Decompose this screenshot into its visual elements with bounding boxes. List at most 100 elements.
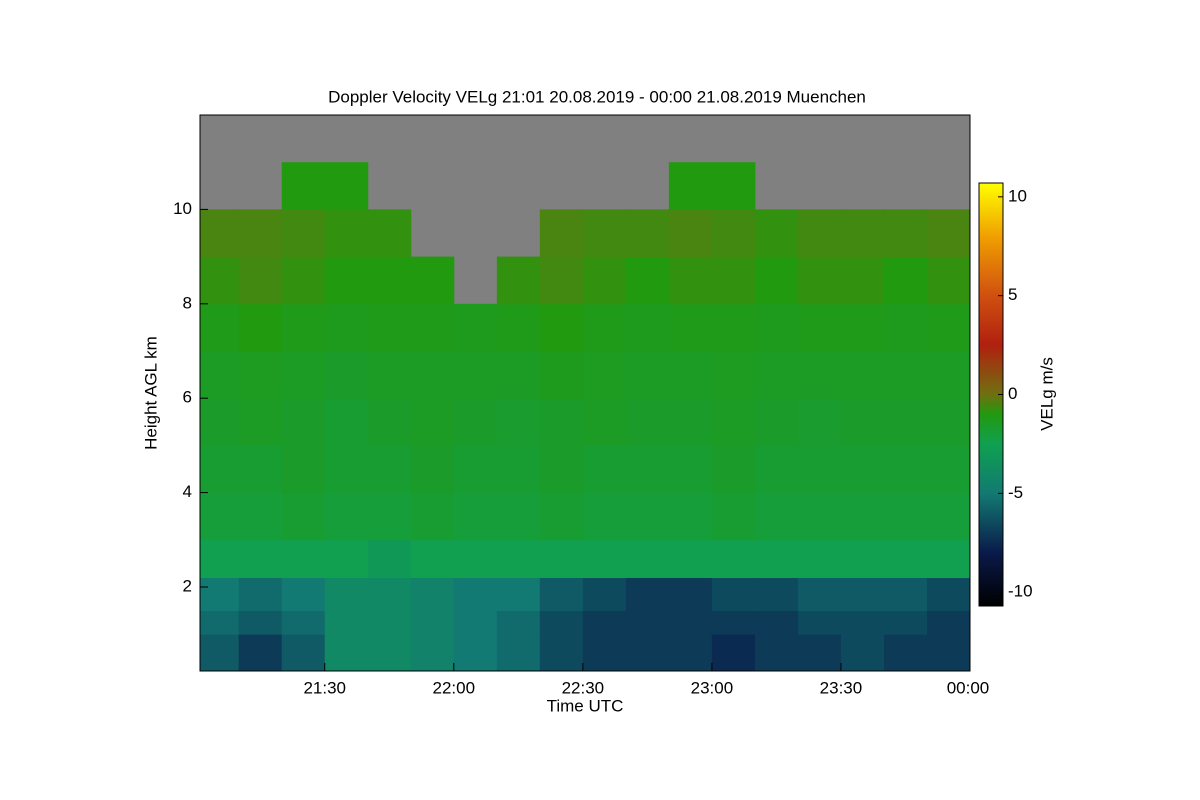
heatmap-cell bbox=[754, 539, 799, 579]
heatmap-cell bbox=[668, 256, 713, 305]
heatmap-cell bbox=[668, 610, 713, 635]
heatmap-cell bbox=[539, 209, 584, 258]
colorbar-tick-label: -10 bbox=[1008, 582, 1033, 601]
heatmap-cell bbox=[200, 350, 240, 399]
heatmap-cell bbox=[496, 634, 541, 672]
heatmap-cell bbox=[238, 445, 283, 494]
heatmap-cell bbox=[840, 539, 885, 579]
heatmap-cell bbox=[453, 634, 498, 672]
chart-title: Doppler Velocity VELg 21:01 20.08.2019 -… bbox=[328, 87, 866, 106]
heatmap-cell bbox=[926, 492, 971, 541]
heatmap-cell bbox=[453, 303, 498, 352]
heatmap-cell bbox=[496, 256, 541, 305]
heatmap-cell bbox=[625, 350, 670, 399]
colorbar-tick-label: -5 bbox=[1008, 483, 1023, 502]
heatmap-cell bbox=[367, 539, 412, 579]
heatmap-cell bbox=[711, 350, 756, 399]
heatmap-cell bbox=[367, 398, 412, 446]
heatmap-cell bbox=[367, 610, 412, 635]
heatmap-cell bbox=[797, 445, 842, 494]
heatmap-cell bbox=[200, 539, 240, 579]
heatmap-cell bbox=[367, 492, 412, 541]
heatmap-cell bbox=[410, 492, 455, 541]
heatmap-cell bbox=[797, 303, 842, 352]
heatmap-cell bbox=[883, 634, 928, 672]
heatmap-cell bbox=[238, 577, 283, 612]
heatmap-cell bbox=[410, 610, 455, 635]
heatmap-cell bbox=[711, 492, 756, 541]
heatmap-cell bbox=[711, 303, 756, 352]
heatmap-cell bbox=[367, 256, 412, 305]
colorbar-tick-label: 5 bbox=[1008, 285, 1017, 304]
heatmap-cell bbox=[840, 303, 885, 352]
heatmap-cell bbox=[840, 610, 885, 635]
heatmap-cell bbox=[625, 634, 670, 672]
heatmap-cell bbox=[883, 445, 928, 494]
heatmap-cell bbox=[496, 539, 541, 579]
heatmap-cell bbox=[668, 445, 713, 494]
heatmap-cell bbox=[711, 162, 756, 210]
heatmap-cell bbox=[200, 492, 240, 541]
heatmap-cell bbox=[453, 610, 498, 635]
heatmap-cell bbox=[496, 610, 541, 635]
heatmap-cell bbox=[926, 256, 971, 305]
heatmap-cell bbox=[883, 303, 928, 352]
heatmap-cell bbox=[200, 303, 240, 352]
heatmap-cell bbox=[200, 634, 240, 672]
heatmap-cell bbox=[926, 610, 971, 635]
heatmap-cell bbox=[883, 209, 928, 258]
heatmap-cell bbox=[410, 256, 455, 305]
heatmap-cell bbox=[625, 445, 670, 494]
heatmap-cell bbox=[711, 398, 756, 446]
heatmap-cell bbox=[238, 398, 283, 446]
heatmap-cell bbox=[238, 492, 283, 541]
x-tick-label: 23:30 bbox=[820, 678, 863, 697]
heatmap-cell bbox=[711, 539, 756, 579]
heatmap-cell bbox=[582, 610, 627, 635]
heatmap-cell bbox=[754, 610, 799, 635]
heatmap-cell bbox=[453, 398, 498, 446]
heatmap-cell bbox=[582, 539, 627, 579]
x-tick-label: 00:00 bbox=[947, 678, 990, 697]
heatmap-cell bbox=[840, 577, 885, 612]
heatmap-cell bbox=[496, 350, 541, 399]
heatmap-cell bbox=[281, 398, 326, 446]
y-tick-label: 8 bbox=[183, 293, 192, 312]
heatmap-cell bbox=[539, 350, 584, 399]
heatmap-cell bbox=[883, 398, 928, 446]
plot-frame bbox=[199, 114, 971, 672]
heatmap-cell bbox=[797, 539, 842, 579]
heatmap-cell bbox=[625, 577, 670, 612]
heatmap-cell bbox=[281, 303, 326, 352]
heatmap-cell bbox=[238, 303, 283, 352]
heatmap-cell bbox=[711, 445, 756, 494]
heatmap-cell bbox=[281, 577, 326, 612]
heatmap-cell bbox=[797, 610, 842, 635]
heatmap-cell bbox=[324, 610, 369, 635]
heatmap-cell bbox=[582, 492, 627, 541]
heatmap-cell bbox=[453, 539, 498, 579]
heatmap-cell bbox=[625, 256, 670, 305]
colorbar-tick-label: 10 bbox=[1008, 186, 1027, 205]
heatmap-cell bbox=[200, 209, 240, 258]
heatmap-cell bbox=[883, 256, 928, 305]
heatmap-cell bbox=[281, 209, 326, 258]
heatmap-cell bbox=[625, 209, 670, 258]
heatmap-cell bbox=[324, 162, 369, 210]
heatmap-cell bbox=[754, 577, 799, 612]
heatmap-cell bbox=[281, 610, 326, 635]
heatmap-cell bbox=[238, 350, 283, 399]
colorbar-tick-label: 0 bbox=[1008, 384, 1017, 403]
heatmap-cell bbox=[926, 577, 971, 612]
heatmap-cell bbox=[840, 445, 885, 494]
heatmap-cell bbox=[410, 303, 455, 352]
heatmap-cell bbox=[539, 577, 584, 612]
heatmap-cell bbox=[797, 350, 842, 399]
heatmap-cell bbox=[453, 445, 498, 494]
heatmap-cell bbox=[539, 303, 584, 352]
x-axis-label: Time UTC bbox=[547, 696, 624, 715]
heatmap-cell bbox=[367, 445, 412, 494]
heatmap-cell bbox=[883, 539, 928, 579]
heatmap-cell bbox=[711, 209, 756, 258]
